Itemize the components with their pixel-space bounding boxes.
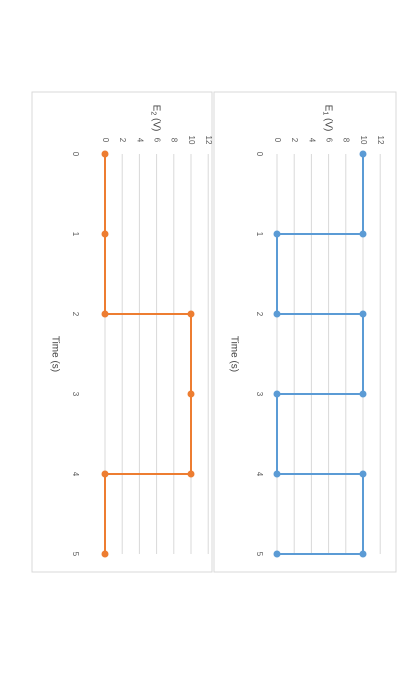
data-point	[359, 470, 367, 478]
x-tick-label: 4	[255, 472, 264, 477]
x-tick-label: 0	[255, 152, 264, 157]
y-tick-label: 0	[101, 138, 110, 143]
y-tick-label: 8	[170, 138, 179, 143]
x-tick-label: 3	[255, 392, 264, 397]
data-point	[359, 550, 367, 558]
y-tick-label: 10	[359, 136, 368, 145]
y-tick-label: 8	[342, 138, 351, 143]
chart-frame	[213, 91, 397, 573]
y-tick-label: 2	[118, 138, 127, 143]
x-tick-label: 2	[71, 312, 80, 317]
y-tick-label: 10	[187, 136, 196, 145]
data-point	[101, 470, 109, 478]
y-tick-label: 6	[324, 138, 333, 143]
data-point	[273, 390, 281, 398]
y-axis-title: E2 (V)	[150, 105, 162, 132]
y-tick-label: 12	[204, 136, 213, 145]
data-point	[101, 150, 109, 158]
data-point	[273, 550, 281, 558]
data-point	[187, 390, 195, 398]
data-point	[273, 230, 281, 238]
data-point	[273, 470, 281, 478]
x-tick-label: 5	[71, 552, 80, 557]
y-tick-label: 6	[152, 138, 161, 143]
x-axis-title: Time (s)	[49, 336, 60, 372]
data-point	[101, 550, 109, 558]
x-axis-title: Time (s)	[228, 336, 239, 372]
y-tick-label: 4	[307, 138, 316, 143]
y-axis-title: E1 (V)	[322, 105, 334, 132]
series-line	[104, 154, 192, 554]
x-tick-label: 4	[71, 472, 80, 477]
data-point	[187, 470, 195, 478]
data-point	[101, 310, 109, 318]
x-tick-label: 1	[71, 232, 80, 237]
data-point	[187, 310, 195, 318]
data-point	[359, 230, 367, 238]
data-point	[101, 230, 109, 238]
x-tick-label: 5	[255, 552, 264, 557]
x-tick-label: 3	[71, 392, 80, 397]
y-tick-label: 4	[135, 138, 144, 143]
data-point	[273, 310, 281, 318]
y-tick-label: 12	[376, 136, 385, 145]
data-point	[359, 310, 367, 318]
data-point	[359, 150, 367, 158]
x-tick-label: 1	[255, 232, 264, 237]
y-tick-label: 0	[273, 138, 282, 143]
data-point	[359, 390, 367, 398]
x-tick-label: 2	[255, 312, 264, 317]
y-tick-label: 2	[290, 138, 299, 143]
x-tick-label: 0	[71, 152, 80, 157]
